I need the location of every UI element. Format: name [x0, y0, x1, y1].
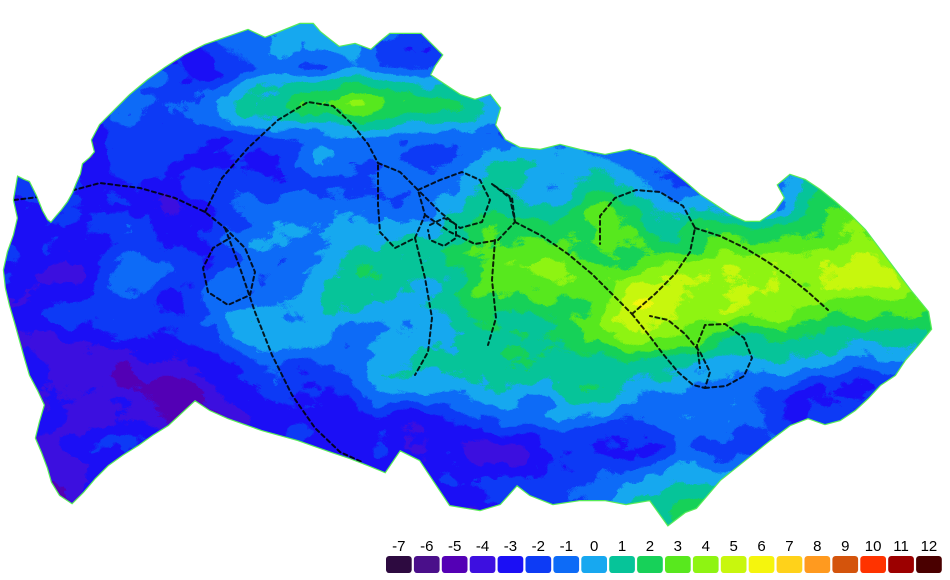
svg-text:-3: -3	[504, 538, 517, 555]
svg-text:-6: -6	[420, 538, 433, 555]
svg-text:5: 5	[729, 538, 737, 555]
svg-text:9: 9	[841, 538, 849, 555]
svg-text:7: 7	[785, 538, 793, 555]
svg-text:1: 1	[618, 538, 626, 555]
svg-text:3: 3	[674, 538, 682, 555]
svg-text:-5: -5	[448, 538, 461, 555]
svg-text:8: 8	[813, 538, 821, 555]
svg-text:0: 0	[590, 538, 598, 555]
svg-text:12: 12	[921, 538, 938, 555]
svg-text:6: 6	[757, 538, 765, 555]
svg-text:2: 2	[646, 538, 654, 555]
svg-text:-4: -4	[476, 538, 489, 555]
svg-text:10: 10	[865, 538, 882, 555]
svg-text:4: 4	[702, 538, 710, 555]
svg-text:11: 11	[893, 538, 909, 555]
svg-text:-2: -2	[532, 538, 545, 555]
svg-text:-1: -1	[560, 538, 573, 555]
svg-text:-7: -7	[392, 538, 405, 555]
